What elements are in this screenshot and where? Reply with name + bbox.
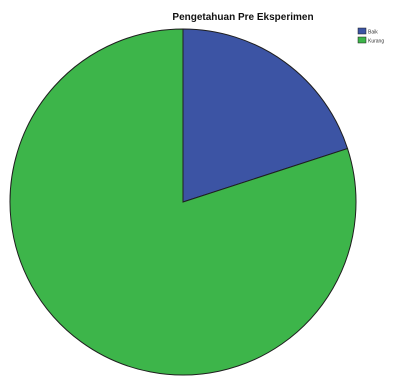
legend-swatch <box>357 27 367 35</box>
legend-label: Kurang <box>368 39 384 45</box>
legend: Baik Kurang <box>357 27 384 45</box>
legend-item-1: Kurang <box>357 36 384 45</box>
legend-item-0: Baik <box>357 27 378 36</box>
chart-title: Pengetahuan Pre Eksperimen <box>172 12 313 23</box>
legend-swatch <box>357 36 367 44</box>
legend-label: Baik <box>368 30 378 36</box>
pie-slice-baik <box>182 28 349 203</box>
pie-slices <box>9 28 357 376</box>
pie-slice-kurang <box>9 28 357 376</box>
